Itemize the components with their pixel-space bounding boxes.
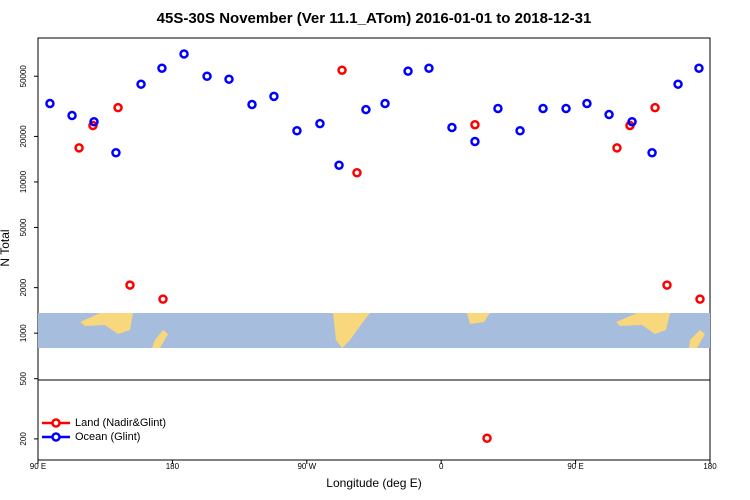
chart-title: 45S-30S November (Ver 11.1_ATom) 2016-01…: [157, 10, 592, 27]
y-tick-label: 20000: [19, 125, 28, 148]
point: [315, 118, 325, 129]
point: [157, 63, 167, 73]
y-tick-label: 200: [19, 432, 28, 446]
x-tick-label: 90 W: [297, 462, 316, 471]
point: [45, 98, 55, 109]
point: [561, 103, 571, 114]
point: [337, 65, 347, 75]
plot-frame: [37, 37, 711, 461]
point: [662, 280, 672, 290]
point: [582, 98, 592, 109]
legend-label: Ocean (Glint): [75, 431, 140, 443]
point: [538, 103, 548, 114]
y-tick-label: 10000: [19, 170, 28, 193]
point: [470, 136, 480, 147]
x-tick-label: 90 E: [30, 462, 46, 471]
map-strip: [38, 313, 710, 348]
point: [247, 99, 257, 110]
point: [125, 280, 135, 290]
point: [470, 119, 480, 130]
y-tick-label: 50000: [19, 65, 28, 88]
point: [627, 117, 637, 127]
y-tick-label: 2000: [19, 278, 28, 296]
x-tick-label: 180: [703, 462, 717, 471]
point: [202, 71, 212, 81]
point: [695, 294, 705, 304]
point: [111, 147, 121, 158]
y-tick-label: 500: [19, 371, 28, 385]
point: [74, 143, 84, 153]
legend-marker: [51, 432, 61, 442]
point: [650, 102, 660, 113]
point: [694, 63, 704, 73]
legend-marker: [51, 418, 61, 428]
point: [515, 126, 525, 136]
point: [604, 109, 614, 120]
point: [113, 102, 123, 113]
point: [647, 147, 657, 158]
point: [612, 143, 622, 153]
y-tick-label: 5000: [19, 218, 28, 236]
point: [403, 66, 413, 76]
point: [269, 91, 279, 102]
x-tick-label: 180: [166, 462, 180, 471]
point: [158, 294, 168, 304]
point: [424, 63, 434, 73]
point: [447, 122, 457, 133]
point: [352, 168, 362, 178]
y-axis-label: N Total: [0, 229, 12, 266]
point: [482, 433, 492, 443]
x-tick-label: 0: [439, 462, 444, 471]
point: [67, 110, 77, 121]
point: [334, 160, 344, 170]
point: [179, 49, 189, 59]
point: [673, 79, 683, 89]
point: [136, 79, 146, 89]
point: [89, 117, 99, 127]
point: [224, 74, 234, 84]
y-tick-label: 1000: [19, 324, 28, 342]
point: [493, 103, 503, 114]
point: [361, 104, 371, 115]
point: [292, 126, 302, 136]
x-tick-label: 90 E: [567, 462, 583, 471]
point: [380, 98, 390, 109]
x-axis-label: Longitude (deg E): [326, 476, 421, 490]
legend-label: Land (Nadir&Glint): [75, 417, 166, 429]
